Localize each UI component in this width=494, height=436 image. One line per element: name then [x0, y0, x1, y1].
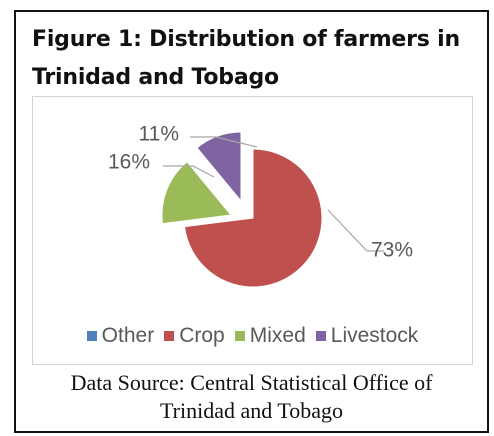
figure-title-line-1: Figure 1: Distribution of farmers in [32, 27, 460, 52]
data-labels: 73% 16% 11% [108, 123, 413, 262]
pie-slices [161, 131, 323, 288]
leader-line-livestock [190, 136, 258, 148]
legend-item-other: Other [86, 324, 155, 348]
legend-swatch-crop [164, 331, 175, 341]
leader-lines [163, 136, 384, 252]
figure-title: Figure 1: Distribution of farmers in Tri… [32, 21, 472, 97]
leader-line-crop [327, 209, 384, 252]
pie-chart-panel: 73% 16% 11% Other Crop Mixed Livestock [32, 96, 473, 365]
pie-slice-crop [183, 148, 323, 288]
legend-swatch-livestock [315, 331, 326, 341]
figure-frame: Figure 1: Distribution of farmers in Tri… [14, 10, 489, 433]
pie-slice-mixed [161, 161, 232, 225]
legend-swatch-other [86, 331, 97, 341]
pie-chart-svg: 73% 16% 11% [108, 123, 413, 288]
legend-swatch-mixed [234, 331, 245, 341]
data-source-caption: Data Source: Central Statistical Office … [16, 369, 487, 425]
legend-item-crop: Crop [164, 324, 225, 348]
legend-label-crop: Crop [179, 324, 225, 347]
data-label-mixed: 16% [108, 151, 150, 174]
data-label-crop: 73% [371, 239, 413, 262]
legend-item-livestock: Livestock [315, 324, 419, 348]
legend-label-other: Other [101, 324, 155, 347]
source-line-1: Data Source: Central Statistical Office … [70, 370, 433, 395]
data-label-livestock: 11% [139, 123, 179, 146]
pie-slice-livestock [196, 131, 242, 203]
legend-label-mixed: Mixed [249, 324, 306, 347]
legend-item-mixed: Mixed [234, 324, 306, 348]
leader-line-mixed [163, 165, 215, 178]
figure-title-line-2: Trinidad and Tobago [32, 65, 279, 90]
source-line-2: Trinidad and Tobago [159, 398, 343, 423]
chart-legend: Other Crop Mixed Livestock [33, 321, 472, 351]
legend-label-livestock: Livestock [330, 324, 419, 347]
